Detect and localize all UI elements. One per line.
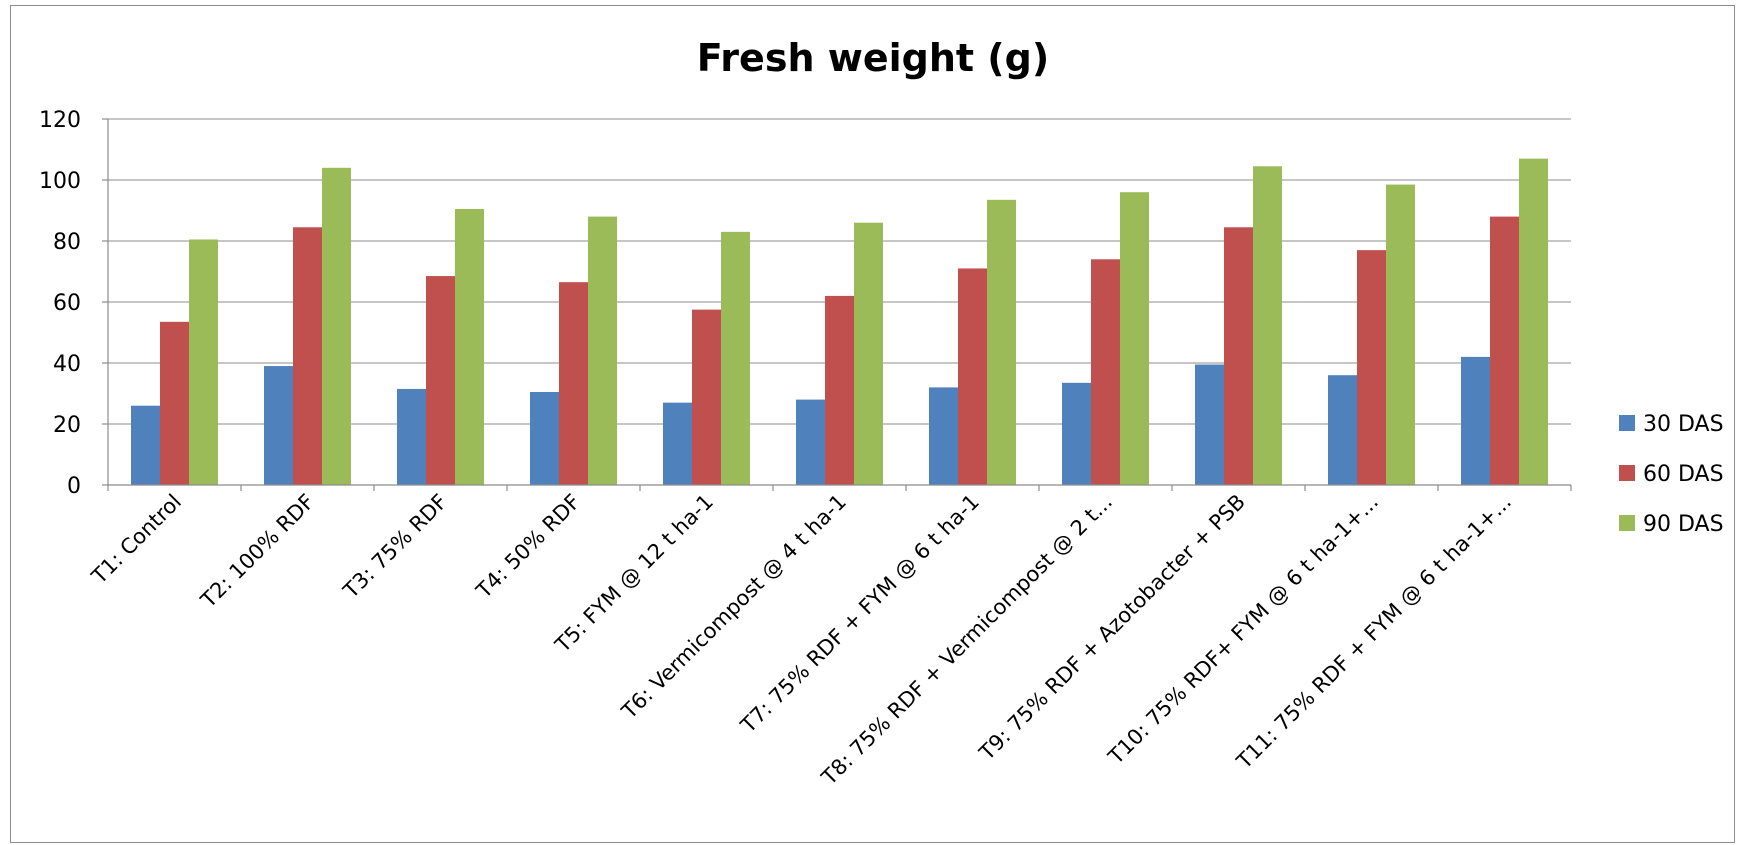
bar-60-das — [160, 321, 189, 485]
bar-90-das — [455, 208, 484, 485]
axis-layer — [102, 118, 1572, 491]
bar-90-das — [1120, 192, 1149, 485]
bar-60-das — [692, 309, 721, 485]
x-tick-label: T8: 75% RDF + Vermicompost @ 2 t... — [816, 490, 1117, 791]
bar-30-das — [1195, 364, 1224, 485]
x-tick-label: T2: 100% RDF — [196, 490, 319, 613]
bar-90-das — [189, 239, 218, 485]
x-tick-label: T10: 75% RDF+ FYM @ 6 t ha-1+... — [1103, 490, 1383, 770]
bar-90-das — [1253, 166, 1282, 485]
x-tick-label: T1: Control — [86, 490, 186, 590]
bar-30-das — [131, 405, 160, 485]
x-tick-label: T6: Vermicompost @ 4 t ha-1 — [616, 490, 851, 725]
x-tick-label: T3: 75% RDF — [338, 490, 452, 604]
bars-layer — [131, 158, 1548, 486]
y-tick-label: 40 — [53, 352, 81, 377]
legend-swatch — [1619, 415, 1635, 431]
bar-90-das — [1519, 158, 1548, 485]
legend-label: 30 DAS — [1643, 412, 1724, 437]
x-tick-label: T11: 75% RDF + FYM @ 6 t ha-1+... — [1231, 490, 1516, 775]
bar-30-das — [1328, 375, 1357, 485]
x-axis-ticks: T1: Control T2: 100% RDF T3: 75% RDF T4: 50… — [86, 490, 1516, 791]
bar-30-das — [796, 399, 825, 485]
bar-90-das — [588, 216, 617, 485]
bar-60-das — [825, 295, 854, 485]
bar-60-das — [1091, 259, 1120, 485]
bar-30-das — [1461, 356, 1490, 485]
y-axis-ticks: 0 20 40 60 80 100 120 — [39, 108, 81, 499]
legend: 30 DAS 60 DAS 90 DAS — [1619, 412, 1724, 537]
bar-30-das — [530, 391, 559, 485]
bar-90-das — [721, 231, 750, 485]
bar-60-das — [293, 227, 322, 485]
x-tick-label: T7: 75% RDF + FYM @ 6 t ha-1 — [735, 490, 984, 739]
bar-60-das — [559, 282, 588, 485]
legend-label: 90 DAS — [1643, 512, 1724, 537]
bar-90-das — [322, 167, 351, 486]
y-tick-label: 60 — [53, 291, 81, 316]
bar-90-das — [1386, 184, 1415, 485]
bar-90-das — [987, 199, 1016, 485]
bar-30-das — [663, 402, 692, 485]
y-tick-label: 100 — [39, 169, 81, 194]
chart-svg: Fresh weight (g) 0 20 40 60 80 100 120 T1: Con… — [39, 36, 1724, 791]
bar-60-das — [1224, 227, 1253, 485]
bar-30-das — [1062, 382, 1091, 485]
bar-60-das — [1490, 216, 1519, 485]
chart-frame: Fresh weight (g) 0 20 40 60 80 100 120 T1: Con… — [10, 5, 1735, 843]
y-tick-label: 20 — [53, 413, 81, 438]
bar-30-das — [929, 387, 958, 485]
bar-30-das — [264, 366, 293, 485]
x-tick-label: T4: 50% RDF — [471, 490, 585, 604]
x-tick-label: T9: 75% RDF + Azotobacter + PSB — [974, 490, 1250, 766]
chart-title: Fresh weight (g) — [697, 36, 1049, 80]
bar-60-das — [958, 268, 987, 485]
legend-swatch — [1619, 515, 1635, 531]
bar-30-das — [397, 388, 426, 485]
y-tick-label: 120 — [39, 108, 81, 133]
legend-label: 60 DAS — [1643, 462, 1724, 487]
legend-swatch — [1619, 465, 1635, 481]
y-tick-label: 80 — [53, 230, 81, 255]
bar-60-das — [426, 276, 455, 485]
bar-60-das — [1357, 250, 1386, 485]
y-tick-label: 0 — [67, 474, 81, 499]
bar-90-das — [854, 222, 883, 485]
